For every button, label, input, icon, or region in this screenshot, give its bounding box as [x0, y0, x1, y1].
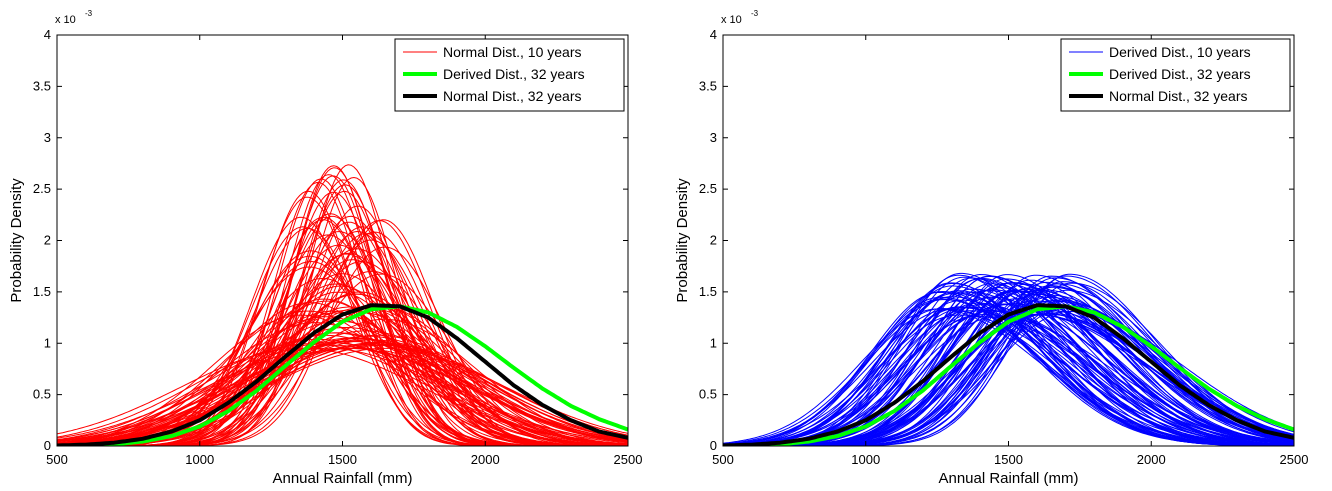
y-exponent-power: -3 — [751, 9, 759, 18]
x-tick-label: 1500 — [328, 452, 357, 467]
series-line-1 — [57, 304, 628, 446]
ensemble-line — [57, 167, 628, 446]
y-exponent-label: x 10 — [721, 14, 742, 26]
x-tick-label: 2000 — [471, 452, 500, 467]
y-tick-label: 1.5 — [33, 284, 51, 299]
y-tick-label: 3.5 — [699, 78, 717, 93]
y-tick-label: 0.5 — [699, 387, 717, 402]
ensemble-line — [57, 179, 628, 446]
ensemble-line — [723, 278, 1294, 446]
x-tick-label: 2000 — [1137, 452, 1166, 467]
legend-label-0: Derived Dist., 10 years — [1109, 44, 1251, 60]
series-line-1 — [723, 304, 1294, 446]
ensemble-line — [723, 273, 1294, 446]
ensemble-line — [57, 219, 628, 446]
x-tick-label: 1000 — [851, 452, 880, 467]
ensemble-line — [57, 334, 628, 445]
y-tick-label: 2.5 — [33, 181, 51, 196]
ensemble-line — [57, 164, 628, 446]
ensemble-line — [57, 339, 628, 445]
plot-lines — [723, 272, 1294, 446]
x-tick-label: 2500 — [1280, 452, 1309, 467]
ensemble-line — [57, 344, 628, 443]
legend: Derived Dist., 10 years Derived Dist., 32… — [1060, 38, 1291, 112]
series-line-2 — [57, 303, 628, 446]
y-tick-label: 4 — [44, 27, 51, 42]
ensemble-line — [57, 165, 628, 446]
legend-label-1: Derived Dist., 32 years — [443, 66, 585, 82]
ensemble-line — [57, 314, 628, 446]
x-tick-label: 1000 — [185, 452, 214, 467]
right-chart-panel: 500 1000 1500 2000 2500 0 0.5 1 1.5 2 2.5 3 3.5 4 x 10… — [666, 0, 1332, 491]
legend-label-1: Derived Dist., 32 years — [1109, 66, 1251, 82]
y-tick-label: 0 — [44, 438, 51, 453]
y-axis-label: Probability Density — [8, 178, 25, 303]
y-tick-label: 2 — [44, 233, 51, 248]
plot-lines — [57, 164, 628, 446]
y-tick-label: 2.5 — [699, 181, 717, 196]
y-tick-label: 1 — [44, 335, 51, 350]
y-tick-label: 3 — [44, 130, 51, 145]
y-tick-label: 3.5 — [33, 78, 51, 93]
left-chart-svg: 500 1000 1500 2000 2500 0 0.5 1 1.5 2 2.5 3 3.5 4 x 10… — [8, 9, 643, 487]
y-tick-label: 0 — [710, 438, 717, 453]
y-tick-label: 2 — [710, 233, 717, 248]
legend-label-0: Normal Dist., 10 years — [443, 44, 581, 60]
left-chart-panel: 500 1000 1500 2000 2500 0 0.5 1 1.5 2 2.5 3 3.5 4 x 10… — [8, 9, 643, 487]
ensemble-line — [57, 310, 628, 446]
ensemble-line — [57, 184, 628, 446]
x-tick-label: 500 — [712, 452, 734, 467]
legend-label-2: Normal Dist., 32 years — [443, 88, 581, 104]
ensemble-line — [723, 298, 1294, 446]
x-tick-label: 2500 — [614, 452, 643, 467]
ensemble-line — [57, 343, 628, 445]
ensemble-line — [723, 298, 1294, 446]
ensemble-line — [57, 343, 628, 445]
ensemble-line — [57, 340, 628, 444]
x-tick-label: 500 — [46, 452, 68, 467]
right-chart-svg: 500 1000 1500 2000 2500 0 0.5 1 1.5 2 2.5 3 3.5 4 x 10… — [674, 9, 1309, 487]
y-tick-label: 1.5 — [699, 284, 717, 299]
x-axis-label: Annual Rainfall (mm) — [938, 470, 1078, 487]
series-line-2 — [723, 303, 1294, 446]
x-tick-label: 1500 — [994, 452, 1023, 467]
x-axis-label: Annual Rainfall (mm) — [272, 470, 412, 487]
ensemble-line — [723, 275, 1294, 446]
ensemble-line — [57, 300, 628, 446]
y-tick-label: 3 — [710, 130, 717, 145]
y-exponent-label: x 10 — [55, 14, 76, 26]
legend: Normal Dist., 10 years Derived Dist., 32 … — [394, 38, 625, 112]
legend-label-2: Normal Dist., 32 years — [1109, 88, 1247, 104]
y-axis-label: Probability Density — [674, 178, 691, 303]
y-tick-label: 0.5 — [33, 387, 51, 402]
y-exponent-power: -3 — [85, 9, 93, 18]
y-tick-label: 1 — [710, 335, 717, 350]
y-tick-label: 4 — [710, 27, 717, 42]
